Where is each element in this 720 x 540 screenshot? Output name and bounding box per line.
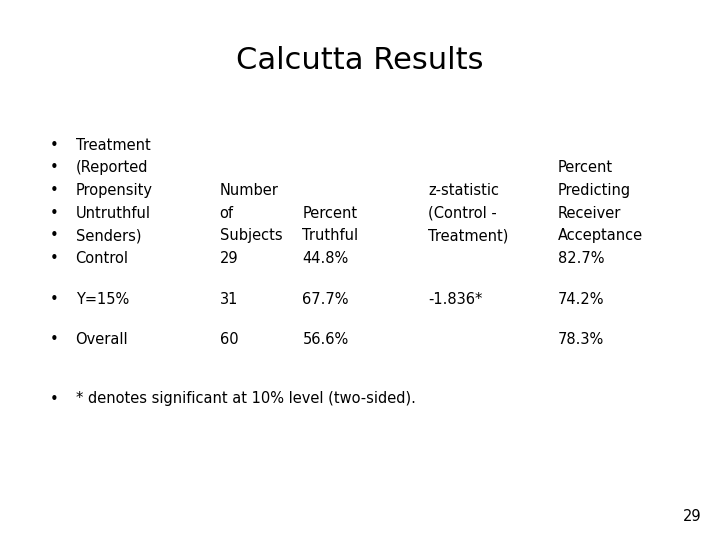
Text: -1.836*: -1.836* bbox=[428, 292, 483, 307]
Text: Treatment): Treatment) bbox=[428, 228, 509, 244]
Text: Senders): Senders) bbox=[76, 228, 141, 244]
Text: 29: 29 bbox=[683, 509, 702, 524]
Text: 78.3%: 78.3% bbox=[558, 332, 604, 347]
Text: •: • bbox=[50, 251, 58, 266]
Text: z-statistic: z-statistic bbox=[428, 183, 500, 198]
Text: 60: 60 bbox=[220, 332, 238, 347]
Text: Untruthful: Untruthful bbox=[76, 206, 150, 221]
Text: Percent: Percent bbox=[302, 206, 358, 221]
Text: Truthful: Truthful bbox=[302, 228, 359, 244]
Text: Predicting: Predicting bbox=[558, 183, 631, 198]
Text: Overall: Overall bbox=[76, 332, 128, 347]
Text: •: • bbox=[50, 138, 58, 153]
Text: 29: 29 bbox=[220, 251, 238, 266]
Text: Control: Control bbox=[76, 251, 129, 266]
Text: (Reported: (Reported bbox=[76, 160, 148, 176]
Text: 67.7%: 67.7% bbox=[302, 292, 349, 307]
Text: (Control -: (Control - bbox=[428, 206, 497, 221]
Text: 56.6%: 56.6% bbox=[302, 332, 348, 347]
Text: •: • bbox=[50, 206, 58, 221]
Text: Treatment: Treatment bbox=[76, 138, 150, 153]
Text: •: • bbox=[50, 292, 58, 307]
Text: Propensity: Propensity bbox=[76, 183, 153, 198]
Text: Percent: Percent bbox=[558, 160, 613, 176]
Text: 82.7%: 82.7% bbox=[558, 251, 605, 266]
Text: Receiver: Receiver bbox=[558, 206, 621, 221]
Text: * denotes significant at 10% level (two-sided).: * denotes significant at 10% level (two-… bbox=[76, 392, 415, 407]
Text: Y=15%: Y=15% bbox=[76, 292, 129, 307]
Text: •: • bbox=[50, 332, 58, 347]
Text: of: of bbox=[220, 206, 233, 221]
Text: •: • bbox=[50, 183, 58, 198]
Text: •: • bbox=[50, 392, 58, 407]
Text: •: • bbox=[50, 160, 58, 176]
Text: 31: 31 bbox=[220, 292, 238, 307]
Text: Subjects: Subjects bbox=[220, 228, 282, 244]
Text: Calcutta Results: Calcutta Results bbox=[236, 46, 484, 75]
Text: Acceptance: Acceptance bbox=[558, 228, 643, 244]
Text: 44.8%: 44.8% bbox=[302, 251, 348, 266]
Text: 74.2%: 74.2% bbox=[558, 292, 605, 307]
Text: •: • bbox=[50, 228, 58, 244]
Text: Number: Number bbox=[220, 183, 279, 198]
